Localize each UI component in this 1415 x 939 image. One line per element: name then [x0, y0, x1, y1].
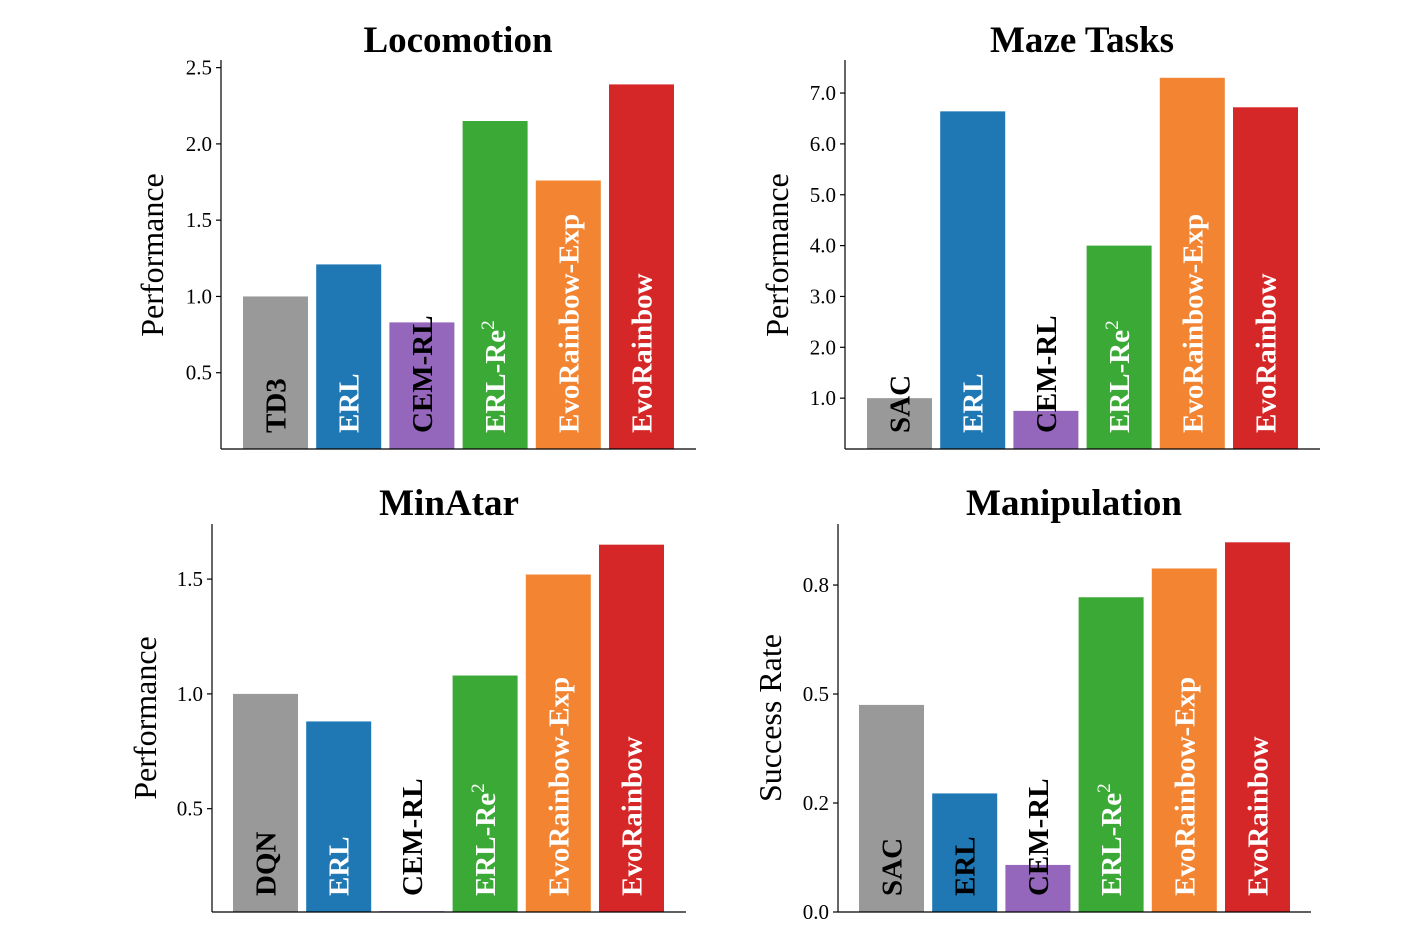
y-tick-label: 7.0 [810, 81, 836, 105]
chart-locomotion: Locomotion Performance TD3 ERL CEM-RL ERL-Re2… [134, 20, 696, 450]
bar-dqn [233, 693, 298, 912]
chart-title: Maze Tasks [990, 20, 1174, 61]
bar-sac [859, 704, 924, 912]
chart-minatar: MinAtar Performance DQN ERL CEM-RL ERL-Re2 Evo… [127, 483, 686, 913]
bar-evorainbow-exp [1151, 568, 1217, 912]
bar-evorainbow-exp [1159, 77, 1225, 449]
y-tick-label: 0.5 [186, 361, 212, 385]
bar-erl [932, 793, 998, 912]
bar-evorainbow [1225, 542, 1290, 912]
y-tick-label: 1.0 [177, 682, 203, 706]
bar-erl-re2 [452, 675, 518, 912]
bar-label-cem-rl: CEM-RL [407, 315, 439, 433]
y-axis-label: Performance [127, 636, 163, 799]
y-tick-label: 2.0 [810, 335, 836, 359]
bar-evorainbow [599, 544, 664, 912]
bar-label-evorainbow-exp: EvoRainbow-Exp [1177, 214, 1209, 433]
bar-evorainbow [609, 84, 674, 450]
y-tick-label: 1.0 [186, 284, 212, 308]
y-tick-label: 0.5 [803, 682, 829, 706]
bar-label-evorainbow-exp: EvoRainbow-Exp [1169, 677, 1201, 896]
y-tick-label: 1.5 [177, 567, 203, 591]
bar-cem-rl [1013, 410, 1079, 449]
bar-erl [306, 721, 372, 912]
bar-erl-re2 [462, 121, 528, 450]
bar-label-evorainbow: EvoRainbow [1243, 736, 1275, 896]
chart-title: Manipulation [966, 483, 1182, 524]
bar-label-erl: ERL [958, 373, 990, 433]
chart-manipulation: Manipulation Success Rate SAC ERL CEM-RL ERL-… [752, 483, 1311, 924]
y-tick-label: 6.0 [810, 132, 836, 156]
bar-label-cem-rl: CEM-RL [397, 778, 429, 896]
chart-title: MinAtar [379, 483, 519, 524]
y-tick-label: 1.5 [186, 208, 212, 232]
bar-erl [316, 264, 382, 449]
bar-label-evorainbow: EvoRainbow [1251, 273, 1283, 433]
bar-label-cem-rl: CEM-RL [1023, 778, 1055, 896]
y-tick-label: 0.2 [803, 791, 829, 815]
bar-evorainbow [1233, 107, 1298, 450]
y-tick-label: 0.8 [803, 573, 829, 597]
chart-maze-tasks: Maze Tasks Performance SAC ERL CEM-RL ERL-Re2… [759, 20, 1320, 450]
y-tick-label: 2.0 [186, 132, 212, 156]
y-axis-label: Performance [759, 173, 795, 336]
bar-label-erl: ERL [950, 836, 982, 896]
bar-label-evorainbow-exp: EvoRainbow-Exp [543, 677, 575, 896]
bar-label-sac: SAC [885, 375, 917, 433]
bar-label-erl-re2: ERL-Re2 [1094, 783, 1128, 896]
bar-label-evorainbow: EvoRainbow [617, 736, 649, 896]
y-tick-label: 4.0 [810, 234, 836, 258]
bar-label-erl-re2: ERL-Re2 [468, 783, 502, 896]
bar-cem-rl [389, 322, 455, 449]
y-tick-label: 3.0 [810, 284, 836, 308]
bar-label-evorainbow-exp: EvoRainbow-Exp [553, 214, 585, 433]
bar-erl [940, 111, 1006, 450]
bar-label-cem-rl: CEM-RL [1031, 315, 1063, 433]
bar-label-sac: SAC [877, 838, 909, 896]
bar-td3 [243, 296, 308, 449]
bar-evorainbow-exp [525, 574, 591, 912]
chart-title: Locomotion [363, 20, 553, 61]
bar-cem-rl [1005, 864, 1071, 912]
bar-label-dqn: DQN [251, 832, 283, 897]
bar-label-erl: ERL [334, 373, 366, 433]
bar-sac [867, 398, 932, 449]
bar-erl-re2 [1078, 597, 1144, 912]
y-tick-label: 0.0 [803, 900, 829, 924]
y-tick-label: 2.5 [186, 56, 212, 80]
bar-erl-re2 [1086, 245, 1152, 449]
bar-label-evorainbow: EvoRainbow [627, 273, 659, 433]
y-tick-label: 0.5 [177, 797, 203, 821]
y-tick-label: 5.0 [810, 183, 836, 207]
y-tick-label: 1.0 [810, 386, 836, 410]
bar-label-erl: ERL [324, 836, 356, 896]
bar-label-td3: TD3 [261, 378, 293, 433]
bar-evorainbow-exp [535, 180, 601, 449]
y-axis-label: Performance [134, 173, 170, 336]
bar-label-erl-re2: ERL-Re2 [478, 320, 512, 433]
y-axis-label: Success Rate [752, 634, 788, 802]
bar-label-erl-re2: ERL-Re2 [1102, 320, 1136, 433]
